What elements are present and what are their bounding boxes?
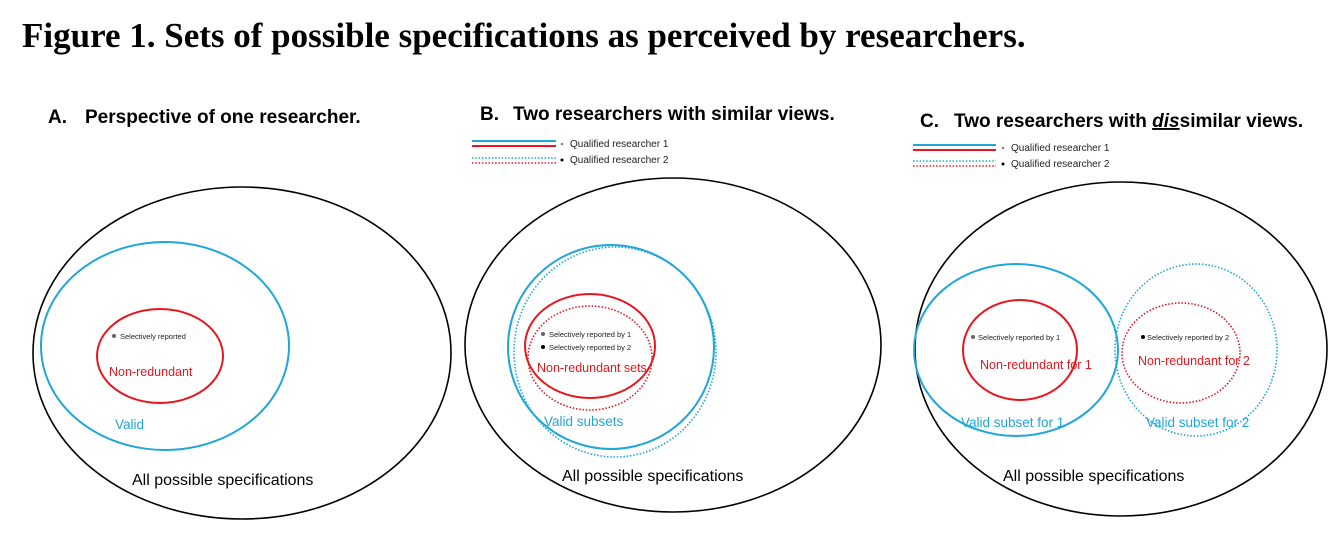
panel-b-reported-dot-2 (541, 345, 545, 349)
panel-a-dot-label: Selectively reported (120, 332, 186, 341)
panel-c-nonredundant-ellipse-2 (1121, 302, 1241, 404)
panel-a-letter: A. (48, 107, 67, 128)
panel-c-title-pre: Two researchers with (954, 111, 1152, 132)
panel-b-letter: B. (480, 104, 499, 125)
panel-b: B. Two researchers with similar views. Q… (464, 104, 882, 513)
panel-c-legend-1-label: Qualified researcher 1 (1011, 143, 1110, 154)
panel-b-title: Two researchers with similar views. (513, 104, 835, 125)
panel-b-nonredundant-ellipse-2 (527, 305, 653, 411)
panel-b-nonredundant-ellipse-1 (524, 293, 656, 399)
panel-c-reported-dot-2 (1141, 335, 1145, 339)
panel-c-title-emph: dis (1152, 111, 1179, 132)
panel-a-all-label: All possible specifications (132, 472, 313, 489)
panel-c-valid-2-label: Valid subset for 2 (1146, 415, 1249, 430)
panel-b-valid-label: Valid subsets (544, 414, 624, 429)
panel-c-nonredundant-2-label: Non-redundant for 2 (1138, 354, 1250, 368)
panel-b-legend-1-dot (560, 142, 564, 146)
panel-c-nonredundant-1-label: Non-redundant for 1 (980, 358, 1092, 372)
panel-c-title: Two researchers with dissimilar views. (954, 111, 1303, 132)
panel-b-all-label: All possible specifications (562, 468, 743, 485)
panel-c-legend-1-dot (1001, 146, 1005, 150)
panel-b-valid-ellipse-1 (507, 244, 715, 450)
figure-title: Figure 1. Sets of possible specification… (22, 16, 1026, 55)
panel-b-reported-dot-1 (541, 332, 545, 336)
panel-c-dot-2-label: Selectively reported by 2 (1147, 333, 1229, 342)
panel-c-nonredundant-ellipse-1 (962, 299, 1078, 401)
panel-b-legend-2-label: Qualified researcher 2 (570, 155, 669, 166)
panel-c-all-specs-ellipse (914, 181, 1328, 517)
panel-b-legend-2-dot (560, 158, 564, 162)
panel-c-reported-dot-1 (971, 335, 975, 339)
panel-c-all-label: All possible specifications (1003, 468, 1184, 485)
panel-a: A. Perspective of one researcher. Select… (32, 107, 452, 520)
panel-c: C. Two researchers with dissimilar views… (913, 111, 1328, 517)
panel-c-valid-ellipse-2 (1114, 263, 1278, 437)
panel-a-reported-dot (112, 334, 116, 338)
panel-a-nonredundant-ellipse (96, 308, 224, 404)
panel-b-dot-2-label: Selectively reported by 2 (549, 343, 631, 352)
panel-a-title: Perspective of one researcher. (85, 107, 361, 128)
panel-c-legend-2-label: Qualified researcher 2 (1011, 159, 1110, 170)
panel-b-all-specs-ellipse (464, 177, 882, 513)
panel-b-valid-ellipse-2 (513, 246, 717, 458)
panel-c-valid-ellipse-1 (913, 263, 1119, 437)
panel-a-valid-ellipse (40, 241, 290, 451)
panel-c-letter: C. (920, 111, 939, 132)
panel-a-valid-label: Valid (115, 417, 144, 432)
panel-b-legend-1-label: Qualified researcher 1 (570, 139, 669, 150)
panel-a-all-specs-ellipse (32, 186, 452, 520)
panel-c-title-post: similar views. (1180, 111, 1304, 132)
panel-a-nonredundant-label: Non-redundant (109, 365, 193, 379)
panel-c-dot-1-label: Selectively reported by 1 (978, 333, 1060, 342)
panel-b-nonredundant-label: Non-redundant sets (537, 361, 647, 375)
panel-c-valid-1-label: Valid subset for 1 (961, 415, 1064, 430)
panel-b-dot-1-label: Selectively reported by 1 (549, 330, 631, 339)
panel-c-legend-2-dot (1001, 162, 1005, 166)
